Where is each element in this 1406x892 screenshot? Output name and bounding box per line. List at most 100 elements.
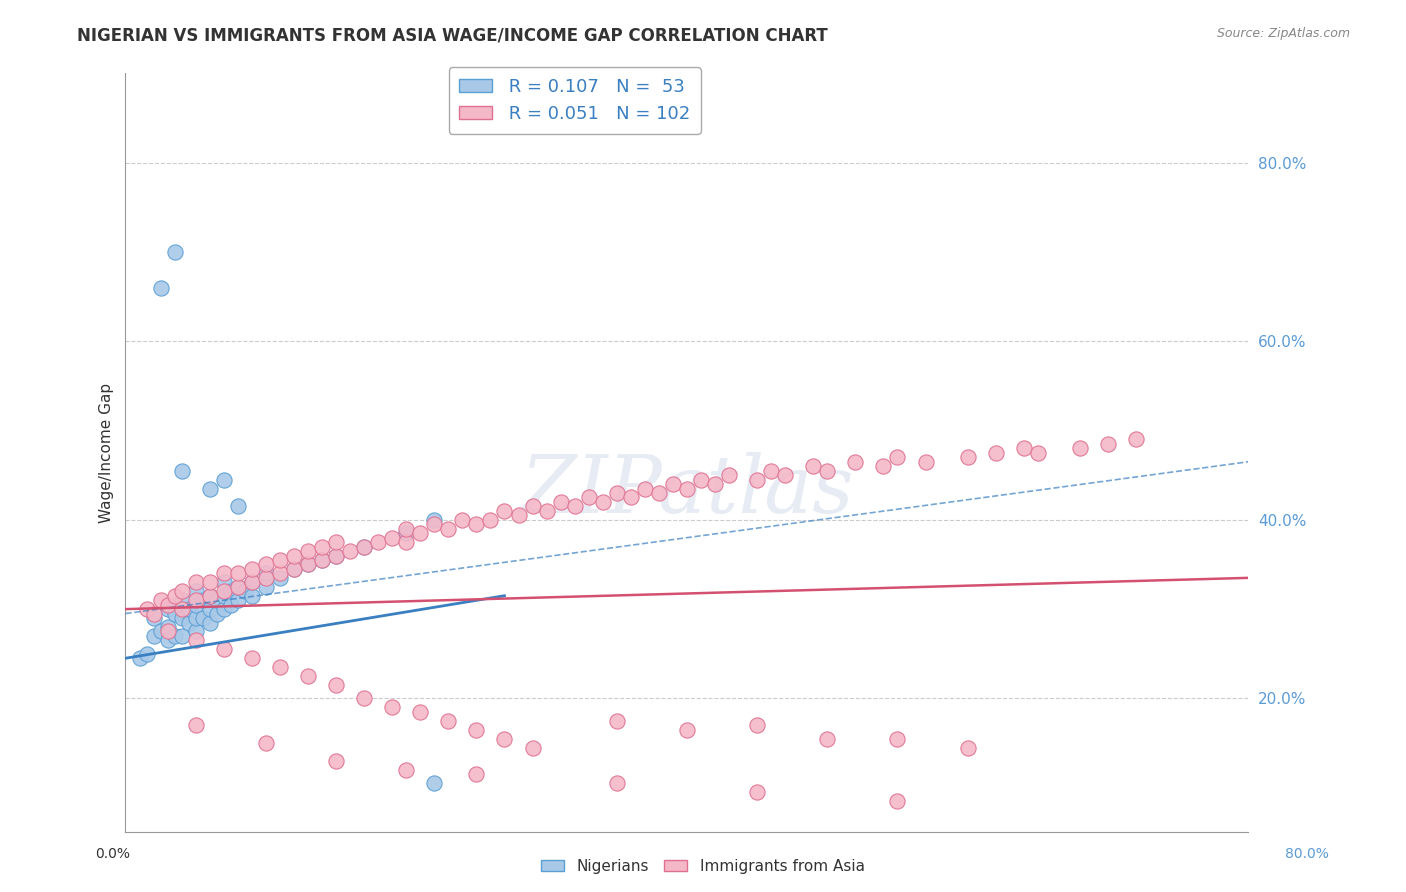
Point <box>233 584 256 599</box>
Legend: Nigerians, Immigrants from Asia: Nigerians, Immigrants from Asia <box>536 853 870 880</box>
Point <box>465 517 488 532</box>
Point <box>606 714 628 728</box>
Point <box>240 575 263 590</box>
Point <box>522 740 544 755</box>
Point <box>381 531 404 545</box>
Point <box>395 522 418 536</box>
Point <box>184 584 207 599</box>
Point <box>339 544 361 558</box>
Point <box>1026 446 1049 460</box>
Point <box>325 549 347 563</box>
Point <box>409 705 432 719</box>
Point <box>198 602 221 616</box>
Point <box>283 562 305 576</box>
Point <box>297 669 319 683</box>
Text: 0.0%: 0.0% <box>96 847 131 861</box>
Point <box>226 566 249 581</box>
Point <box>914 455 936 469</box>
Point <box>1069 442 1091 456</box>
Point <box>170 602 193 616</box>
Point <box>198 589 221 603</box>
Point <box>690 473 713 487</box>
Point <box>451 513 474 527</box>
Point <box>465 723 488 737</box>
Point <box>219 598 242 612</box>
Point <box>844 455 866 469</box>
Point <box>381 700 404 714</box>
Point <box>269 571 291 585</box>
Point <box>311 553 333 567</box>
Point <box>508 508 530 523</box>
Point <box>353 540 375 554</box>
Point <box>423 513 446 527</box>
Point <box>984 446 1007 460</box>
Point <box>606 776 628 790</box>
Point <box>226 580 249 594</box>
Point <box>367 535 389 549</box>
Legend:  R = 0.107   N =  53,  R = 0.051   N = 102: R = 0.107 N = 53, R = 0.051 N = 102 <box>449 67 700 134</box>
Point <box>170 629 193 643</box>
Point <box>226 580 249 594</box>
Point <box>564 500 586 514</box>
Point <box>226 500 249 514</box>
Point <box>550 495 572 509</box>
Point <box>149 593 172 607</box>
Point <box>269 553 291 567</box>
Point <box>676 723 699 737</box>
Point <box>198 589 221 603</box>
Point <box>395 535 418 549</box>
Point <box>156 620 179 634</box>
Point <box>283 562 305 576</box>
Point <box>634 482 657 496</box>
Point <box>128 651 150 665</box>
Point <box>745 718 768 732</box>
Point <box>676 482 699 496</box>
Point <box>536 504 558 518</box>
Point <box>135 647 157 661</box>
Point <box>212 642 235 657</box>
Point <box>212 584 235 599</box>
Point <box>212 589 235 603</box>
Point <box>325 678 347 692</box>
Point <box>1012 442 1035 456</box>
Point <box>704 477 727 491</box>
Point <box>240 589 263 603</box>
Point <box>311 540 333 554</box>
Point <box>773 468 796 483</box>
Point <box>163 589 186 603</box>
Text: 80.0%: 80.0% <box>1285 847 1329 861</box>
Point <box>170 464 193 478</box>
Point <box>226 593 249 607</box>
Point <box>191 611 214 625</box>
Point <box>283 549 305 563</box>
Point <box>142 611 165 625</box>
Point <box>219 584 242 599</box>
Point <box>156 602 179 616</box>
Point <box>240 575 263 590</box>
Point <box>142 607 165 621</box>
Point <box>163 244 186 259</box>
Point <box>240 562 263 576</box>
Point <box>170 611 193 625</box>
Point <box>184 624 207 639</box>
Point <box>522 500 544 514</box>
Point <box>156 624 179 639</box>
Point <box>205 607 228 621</box>
Point <box>494 504 516 518</box>
Point <box>956 740 979 755</box>
Point <box>184 611 207 625</box>
Point <box>886 731 908 746</box>
Point <box>886 794 908 808</box>
Point <box>170 593 193 607</box>
Point <box>170 584 193 599</box>
Point <box>815 731 838 746</box>
Point <box>479 513 502 527</box>
Point <box>240 651 263 665</box>
Point <box>191 593 214 607</box>
Point <box>254 736 277 750</box>
Point <box>254 580 277 594</box>
Point <box>620 491 643 505</box>
Point <box>297 544 319 558</box>
Point <box>801 459 824 474</box>
Point <box>1125 433 1147 447</box>
